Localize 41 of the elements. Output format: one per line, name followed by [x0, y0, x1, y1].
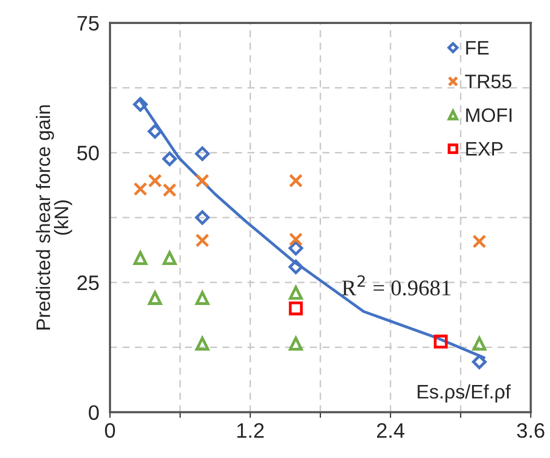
point — [288, 301, 303, 316]
point — [148, 124, 162, 139]
point — [148, 174, 162, 188]
point — [162, 183, 177, 197]
legend-label: FE — [466, 41, 489, 54]
point — [195, 233, 210, 248]
x-tick-label: 2.4 — [377, 423, 404, 438]
point — [195, 174, 210, 188]
point — [195, 146, 210, 161]
y-tick-label: 25 — [77, 275, 99, 290]
point — [288, 286, 303, 300]
y-tick-label: 0 — [88, 405, 99, 420]
point — [288, 232, 303, 246]
point — [195, 210, 210, 225]
point — [472, 234, 486, 248]
annotation: R$^{2}$ = 0.9681 — [342, 275, 450, 296]
y-tick-label: 75 — [77, 16, 99, 31]
legend-label: TR55 — [465, 74, 512, 88]
point — [288, 174, 303, 188]
y-axis-title: Predicted shear force gain (kN) — [36, 105, 72, 330]
x-tick-label: 3.6 — [517, 423, 544, 438]
point — [288, 336, 303, 351]
x-axis-title: Es.ρs/Ef.ρf — [418, 384, 511, 402]
point — [288, 260, 304, 274]
point — [133, 251, 148, 265]
legend-label: MOFI — [466, 108, 512, 122]
point — [472, 336, 486, 351]
y-tick-label: 50 — [77, 146, 99, 160]
point — [195, 291, 210, 305]
legend-label: EXP — [466, 142, 503, 156]
point — [162, 152, 177, 166]
point — [288, 240, 304, 256]
point — [148, 291, 162, 305]
x-tick-label: 1.2 — [237, 423, 264, 438]
x-tick-label: 0 — [105, 423, 115, 438]
point — [195, 336, 210, 351]
point — [162, 251, 177, 265]
point — [434, 334, 448, 349]
point — [133, 182, 148, 196]
point — [472, 354, 487, 370]
point — [133, 97, 148, 112]
